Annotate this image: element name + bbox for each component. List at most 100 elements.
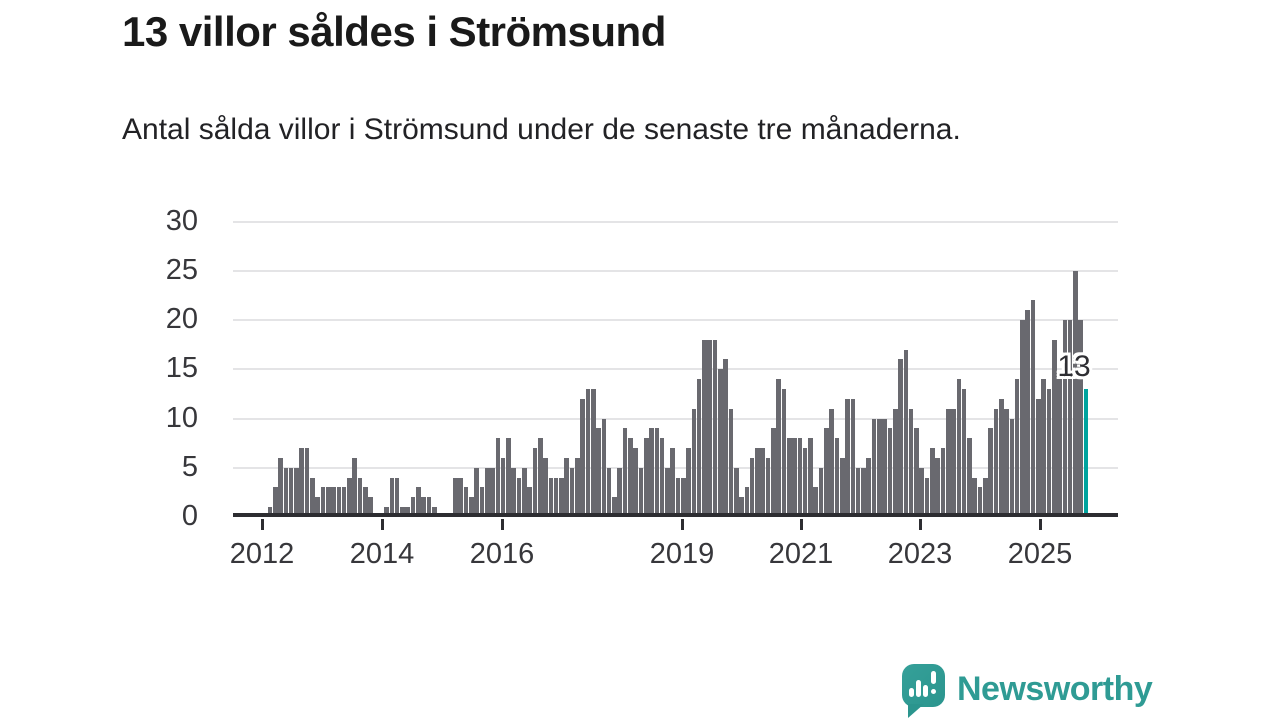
bar: [516, 477, 522, 517]
bar: [389, 477, 395, 517]
bar: [601, 418, 607, 517]
y-tick-label: 15: [165, 352, 198, 385]
bar: [850, 398, 856, 517]
bar: [1073, 270, 1078, 517]
x-tick-label: 2012: [229, 538, 295, 570]
bar: [484, 467, 490, 517]
bar: [590, 388, 596, 517]
page-title: 13 villor såldes i Strömsund: [122, 8, 666, 55]
bar: [839, 457, 845, 517]
bar: [564, 457, 570, 517]
bar: [670, 448, 675, 517]
bar: [537, 438, 543, 517]
bar: [723, 359, 728, 517]
bar: [792, 438, 797, 517]
bar: [781, 388, 787, 517]
bar: [707, 339, 713, 517]
bar: [368, 497, 373, 517]
logo-bubble-tail: [908, 704, 924, 718]
bar: [808, 438, 813, 517]
x-tick-label: 2014: [349, 538, 415, 570]
x-tick-mark: [1038, 519, 1042, 530]
bar: [617, 467, 622, 517]
bar: [458, 477, 464, 517]
y-tick-label: 5: [181, 450, 198, 483]
bar: [331, 487, 336, 517]
bar: [474, 467, 479, 517]
bar: [532, 448, 538, 517]
bar: [919, 467, 925, 517]
bar: [733, 467, 739, 517]
x-tick-mark: [380, 519, 384, 530]
bar: [903, 349, 909, 517]
bar: [824, 428, 829, 517]
bar: [426, 497, 432, 517]
gridline: [233, 269, 1118, 272]
bar: [967, 438, 972, 517]
x-tick-label: 2021: [768, 538, 834, 570]
bar: [755, 448, 760, 517]
bar: [1046, 388, 1052, 517]
gridline: [233, 220, 1118, 223]
bar: [940, 448, 946, 517]
bar: [1041, 379, 1046, 517]
bar: [453, 477, 458, 517]
bar: [320, 487, 326, 517]
x-tick-mark: [680, 519, 684, 530]
bar: [972, 477, 978, 517]
bar: [341, 487, 347, 517]
x-tick-label: 2025: [1007, 538, 1073, 570]
bar: [675, 477, 681, 517]
bar: [829, 408, 834, 517]
logo-bar-icon: [909, 688, 914, 697]
gridline: [233, 466, 1118, 469]
bar: [490, 467, 495, 517]
bar: [357, 477, 363, 517]
bar: [861, 467, 866, 517]
y-tick-label: 30: [165, 204, 198, 237]
bar: [924, 477, 930, 517]
bar: [347, 477, 352, 517]
bar: [310, 477, 315, 517]
bar: [786, 438, 792, 517]
bar: [649, 428, 654, 517]
bar: [410, 497, 416, 517]
bar: [394, 477, 400, 517]
bar: [416, 487, 421, 517]
x-tick-label: 2019: [649, 538, 715, 570]
bar: [983, 477, 988, 517]
bar: [463, 487, 469, 517]
bar: [1025, 310, 1030, 517]
bar: [908, 408, 914, 517]
bar: [728, 408, 734, 517]
bar: [818, 467, 824, 517]
bar: [760, 448, 766, 517]
bar: [506, 438, 511, 517]
bar: [511, 467, 517, 517]
bar: [469, 497, 474, 517]
bar: [585, 388, 591, 517]
bar: [691, 408, 697, 517]
bar: [845, 398, 850, 517]
newsworthy-logo-icon: [902, 664, 945, 707]
bar: [892, 408, 898, 517]
bar: [797, 438, 803, 517]
bar: [1078, 320, 1083, 517]
y-tick-label: 0: [181, 500, 198, 532]
bar: [961, 388, 967, 517]
bar: [596, 428, 601, 517]
bar: [945, 408, 951, 517]
x-tick-mark: [500, 519, 504, 530]
bar: [702, 339, 707, 517]
x-tick-mark: [918, 519, 922, 530]
bar: [1067, 320, 1073, 517]
highlight-bar: [1083, 388, 1089, 517]
y-tick-label: 25: [165, 253, 198, 286]
bar: [654, 428, 660, 517]
bar: [951, 408, 956, 517]
bar: [1057, 379, 1062, 517]
bar: [1014, 379, 1020, 517]
bar: [638, 467, 644, 517]
bar: [628, 438, 633, 517]
